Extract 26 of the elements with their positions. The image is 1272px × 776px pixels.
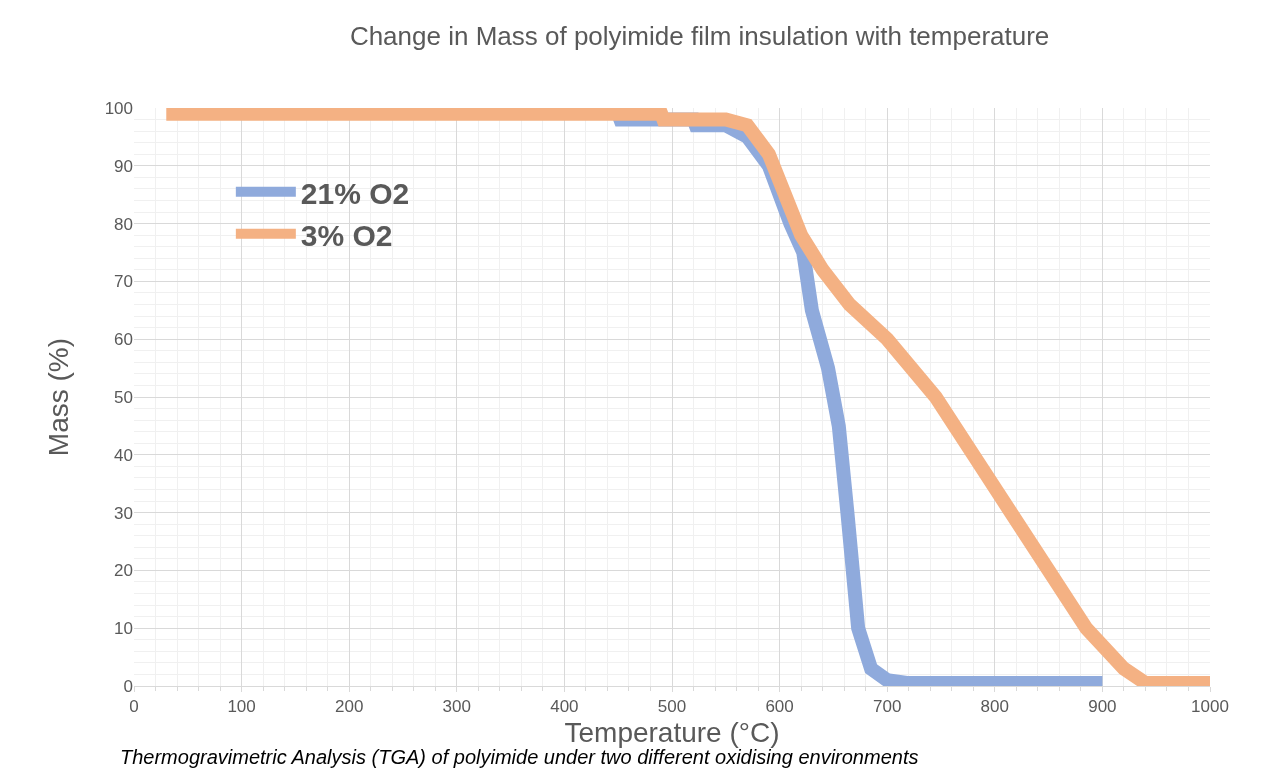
legend-label: 3% O2 xyxy=(300,218,393,252)
y-tick-label: 30 xyxy=(114,503,133,523)
legend-label: 21% O2 xyxy=(300,176,410,210)
y-tick-label: 80 xyxy=(114,214,133,234)
y-tick-label: 40 xyxy=(114,445,133,465)
chart-title: Change in Mass of polyimide film insulation with temperature xyxy=(349,21,1050,52)
y-axis-title: Mass (%) xyxy=(43,337,74,457)
y-tick-label: 70 xyxy=(114,272,133,292)
x-tick-label: 800 xyxy=(980,697,1009,717)
x-tick-label: 500 xyxy=(657,697,687,717)
y-tick-label: 20 xyxy=(114,561,133,581)
x-axis-title: Temperature (°C) xyxy=(564,716,780,748)
x-tick-label: 400 xyxy=(550,697,579,717)
x-tick-label: 100 xyxy=(227,697,256,717)
x-tick-label: 200 xyxy=(335,697,364,717)
y-tick-label: 50 xyxy=(114,387,133,407)
x-tick-label: 700 xyxy=(873,697,902,717)
x-tick-label: 600 xyxy=(765,697,794,717)
y-tick-label: 100 xyxy=(104,98,133,118)
x-tick-label: 900 xyxy=(1088,697,1117,717)
y-tick-label: 10 xyxy=(114,619,133,639)
y-tick-label: 0 xyxy=(123,676,133,696)
y-tick-label: 90 xyxy=(114,156,133,176)
y-tick-label: 60 xyxy=(114,330,133,350)
x-tick-label: 300 xyxy=(442,697,471,717)
x-tick-label: 1000 xyxy=(1191,697,1229,717)
